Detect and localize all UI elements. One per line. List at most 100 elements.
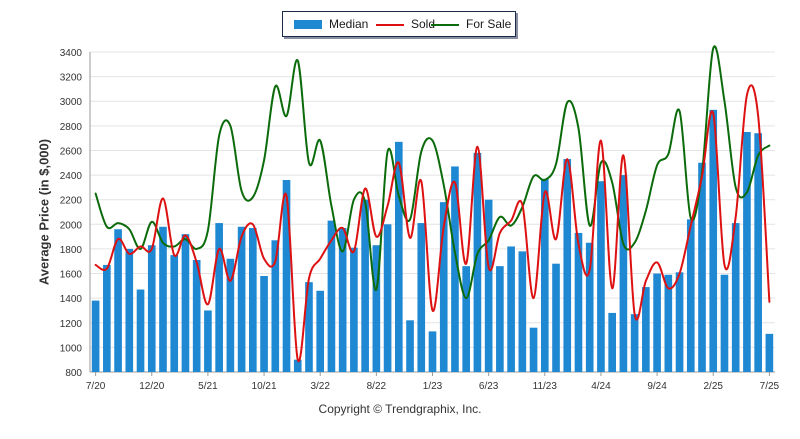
y-tick-label: 2000 [60, 220, 83, 231]
y-tick-label: 1000 [60, 343, 83, 354]
bar-median [720, 274, 729, 372]
bar-median [462, 266, 471, 372]
bar-median [731, 223, 740, 372]
copyright: Copyright © Trendgraphix, Inc. [318, 402, 482, 416]
bar-median [406, 320, 414, 372]
bar-median [305, 282, 313, 372]
bar-median [271, 240, 280, 372]
bar-median [574, 232, 583, 372]
bar-median [585, 242, 594, 372]
bar-median [316, 290, 325, 372]
bar-median [709, 109, 718, 372]
bar-median [204, 310, 212, 372]
x-tick-label: 12/20 [139, 381, 164, 392]
bar-median [563, 159, 572, 372]
line-sold [94, 84, 771, 363]
bar-median [630, 314, 639, 372]
bar-median [159, 226, 167, 372]
bar-median [653, 273, 661, 372]
bar-median [608, 312, 616, 372]
bar-median [619, 175, 628, 372]
y-tick-label: 2600 [60, 146, 83, 157]
x-tick-label: 8/22 [367, 381, 387, 392]
bar-median [428, 331, 437, 372]
bar-median [417, 223, 426, 372]
bar-median [338, 228, 347, 372]
bar-median [282, 180, 291, 372]
y-tick-label: 2800 [60, 122, 83, 133]
y-tick-label: 2200 [60, 196, 83, 207]
bar-median [181, 234, 190, 372]
bar-median [765, 333, 774, 372]
bar-median [293, 359, 302, 372]
bar-median [260, 276, 268, 372]
bar-median [473, 152, 482, 372]
x-tick-label: 11/23 [533, 381, 558, 392]
bar-median [237, 226, 246, 372]
bar-median [686, 219, 695, 372]
legend-swatch-median [294, 20, 322, 29]
y-axis-label: Average Price (in $,000) [36, 138, 52, 286]
bar-median [675, 272, 684, 372]
line-for-sale [94, 45, 771, 300]
bar-median [529, 327, 538, 372]
legend-swatch-for-sale [431, 24, 459, 26]
bar-median [372, 245, 381, 372]
bar-median [698, 162, 706, 372]
x-tick-label: 7/25 [760, 381, 780, 392]
y-tick-label: 2400 [60, 171, 83, 182]
bar-median [91, 300, 100, 372]
bar-median [507, 246, 515, 372]
bar-median [114, 229, 122, 372]
x-tick-label: 4/24 [591, 381, 611, 392]
bar-median [350, 247, 358, 372]
x-tick-label: 5/21 [198, 381, 218, 392]
bar-median [552, 263, 560, 372]
y-tick-label: 1200 [60, 319, 83, 330]
bar-median [361, 199, 369, 372]
bar-median [484, 199, 493, 372]
x-tick-label: 6/23 [479, 381, 499, 392]
x-tick-label: 7/20 [86, 381, 106, 392]
bar-median [226, 258, 235, 372]
bar-median [327, 220, 336, 372]
legend-label-for-sale: For Sale [466, 17, 512, 31]
bar-median [249, 228, 257, 372]
bar-median [439, 202, 448, 372]
x-tick-label: 9/24 [647, 381, 667, 392]
bar-median [642, 287, 650, 372]
bar-median [664, 274, 673, 372]
bar-median [383, 224, 392, 372]
bar-median [136, 289, 145, 372]
y-tick-label: 3000 [60, 97, 83, 108]
bar-median [192, 260, 201, 372]
legend-swatch-sold [376, 24, 404, 26]
x-tick-label: 2/25 [704, 381, 724, 392]
bar-median [518, 251, 527, 372]
bar-median [743, 132, 751, 372]
bar-median [597, 181, 605, 372]
bar-median [147, 245, 156, 372]
bar-median [540, 178, 549, 372]
legend: Median Sold For Sale [282, 11, 516, 37]
bar-median [215, 223, 223, 372]
bar-median [394, 141, 403, 372]
y-tick-label: 3200 [60, 73, 83, 84]
y-tick-label: 1600 [60, 270, 83, 281]
x-tick-label: 3/22 [310, 381, 330, 392]
y-tick-label: 1400 [60, 294, 83, 305]
y-tick-label: 3400 [60, 48, 83, 59]
legend-label-median: Median [329, 17, 369, 31]
y-tick-label: 1800 [60, 245, 83, 256]
bar-median [103, 264, 111, 372]
bar-median [451, 166, 459, 372]
x-tick-label: 10/21 [252, 381, 277, 392]
x-tick-label: 1/23 [423, 381, 443, 392]
bar-median [170, 255, 179, 372]
bar-median [496, 266, 504, 372]
bar-median [754, 133, 762, 372]
y-tick-label: 800 [65, 368, 82, 379]
bar-median [125, 248, 134, 372]
